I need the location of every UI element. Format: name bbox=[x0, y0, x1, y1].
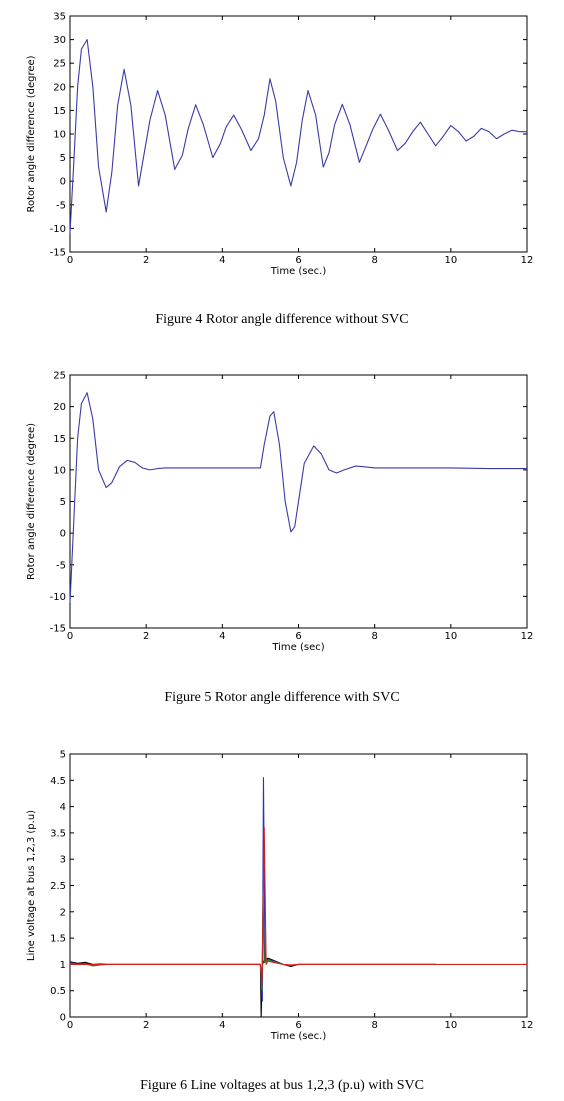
x-tick-label: 2 bbox=[143, 1020, 149, 1031]
x-tick-label: 12 bbox=[521, 631, 534, 642]
figure-6: 0 2 4 6 8 10 12 0 0.5 1 1.5 2 2.5 3 3.5 4 4.5 5 Time (sec.… bbox=[0, 740, 564, 1050]
figure-4: 0 2 4 6 8 10 12 -15 -10 -5 0 5 10 15 20 25 30 35 Time (sec… bbox=[0, 0, 564, 280]
y-tick-label: 15 bbox=[53, 434, 66, 445]
x-tick-label: 0 bbox=[67, 631, 73, 642]
y-tick-label: 2.5 bbox=[50, 881, 66, 892]
y-tick-label: -10 bbox=[50, 592, 66, 603]
series-line-0 bbox=[69, 39, 527, 234]
plot-area bbox=[69, 753, 528, 1018]
x-tick-label: 4 bbox=[219, 1020, 225, 1031]
y-tick-label: 10 bbox=[53, 465, 66, 476]
figure-5: 0 2 4 6 8 10 12 -15 -10 -5 0 5 10 15 20 25 Time (sec) Rot… bbox=[0, 360, 564, 660]
y-tick-label: 1 bbox=[60, 960, 66, 971]
y-tick-label: 25 bbox=[53, 371, 66, 382]
x-tick-label: 2 bbox=[143, 255, 149, 266]
y-axis-label: Line voltage at bus 1,2,3 (p.u) bbox=[26, 810, 37, 961]
y-axis-label: Rotor angle difference (degree) bbox=[26, 55, 37, 212]
y-tick-label: 2 bbox=[60, 907, 66, 918]
chart-line-voltages-with-svc: 0 2 4 6 8 10 12 0 0.5 1 1.5 2 2.5 3 3.5 4 4.5 5 Time (sec.… bbox=[26, 750, 534, 1043]
y-tick-label: 0 bbox=[60, 177, 66, 188]
x-tick-label: 0 bbox=[67, 1020, 73, 1031]
y-axis-label: Rotor angle difference (degree) bbox=[26, 423, 37, 580]
y-tick-label: 5 bbox=[60, 153, 66, 164]
y-tick-label: 10 bbox=[53, 130, 66, 141]
y-tick-label: 5 bbox=[60, 750, 66, 761]
y-tick-label: -10 bbox=[50, 224, 66, 235]
y-tick-label: 0.5 bbox=[50, 986, 66, 997]
x-tick-label: 4 bbox=[219, 631, 225, 642]
y-tick-label: 3.5 bbox=[50, 828, 66, 839]
x-tick-label: 12 bbox=[521, 1020, 534, 1031]
chart-rotor-angle-without-svc: 0 2 4 6 8 10 12 -15 -10 -5 0 5 10 15 20 25 30 35 Time (sec… bbox=[26, 12, 534, 278]
figure-6-caption: Figure 6 Line voltages at bus 1,2,3 (p.u… bbox=[140, 1078, 424, 1093]
chart-rotor-angle-with-svc: 0 2 4 6 8 10 12 -15 -10 -5 0 5 10 15 20 25 Time (sec) Rot… bbox=[26, 371, 534, 654]
y-tick-label: 4 bbox=[60, 802, 66, 813]
y-tick-label: 3 bbox=[60, 855, 66, 866]
x-tick-label: 0 bbox=[67, 255, 73, 266]
x-tick-label: 10 bbox=[444, 1020, 457, 1031]
y-tick-label: -5 bbox=[56, 560, 66, 571]
x-tick-label: 6 bbox=[295, 631, 301, 642]
y-tick-label: -5 bbox=[56, 200, 66, 211]
figure-4-caption: Figure 4 Rotor angle difference without … bbox=[155, 312, 409, 327]
y-tick-label: -15 bbox=[50, 624, 66, 635]
x-tick-label: 8 bbox=[371, 1020, 377, 1031]
figure-5-caption: Figure 5 Rotor angle difference with SVC bbox=[164, 690, 400, 705]
plot-area bbox=[69, 15, 528, 253]
y-tick-label: 25 bbox=[53, 59, 66, 70]
y-tick-label: 1.5 bbox=[50, 934, 66, 945]
series-line-3 bbox=[70, 827, 527, 986]
x-tick-label: 8 bbox=[371, 631, 377, 642]
y-tick-label: 5 bbox=[60, 497, 66, 508]
y-tick-label: 0 bbox=[60, 1013, 66, 1024]
x-tick-label: 8 bbox=[371, 255, 377, 266]
x-tick-label: 10 bbox=[444, 255, 457, 266]
x-axis-label: Time (sec) bbox=[271, 642, 324, 653]
y-tick-label: 4.5 bbox=[50, 776, 66, 787]
series-line-0 bbox=[69, 392, 527, 603]
x-tick-label: 12 bbox=[521, 255, 534, 266]
x-tick-label: 6 bbox=[295, 255, 301, 266]
y-tick-label: 20 bbox=[53, 402, 66, 413]
x-tick-label: 6 bbox=[295, 1020, 301, 1031]
y-tick-label: 30 bbox=[53, 35, 66, 46]
x-tick-label: 4 bbox=[219, 255, 225, 266]
x-axis-label: Time (sec.) bbox=[270, 1031, 327, 1042]
x-axis-label: Time (sec.) bbox=[270, 266, 327, 277]
y-tick-label: 20 bbox=[53, 82, 66, 93]
x-tick-label: 2 bbox=[143, 631, 149, 642]
y-tick-label: -15 bbox=[50, 248, 66, 259]
y-tick-label: 0 bbox=[60, 529, 66, 540]
y-tick-label: 15 bbox=[53, 106, 66, 117]
x-tick-label: 10 bbox=[444, 631, 457, 642]
y-tick-label: 35 bbox=[53, 12, 66, 23]
